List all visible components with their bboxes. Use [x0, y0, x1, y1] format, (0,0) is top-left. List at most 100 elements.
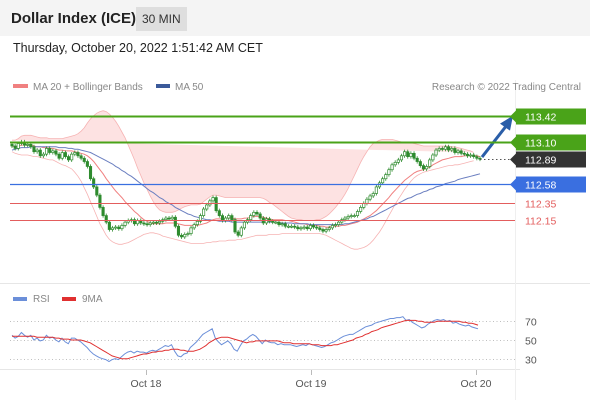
- credit-text: Research © 2022 Trading Central: [432, 82, 581, 93]
- candle-body: [107, 221, 111, 230]
- candle-body: [13, 145, 17, 149]
- level-label: 112.35: [525, 199, 556, 211]
- rsi-tick-label: 50: [525, 336, 537, 348]
- rsi-plot: 30 50 70: [10, 316, 537, 367]
- candle-body: [447, 146, 451, 151]
- candle-body: [35, 149, 39, 153]
- level-label-pointer: [510, 178, 516, 191]
- candle-body: [186, 233, 190, 235]
- candle: [359, 205, 363, 214]
- candle: [85, 159, 89, 169]
- candle-body: [151, 221, 155, 224]
- candle: [421, 163, 426, 171]
- candle: [396, 157, 400, 165]
- candle-body: [434, 149, 438, 156]
- rsi-tick-label: 30: [525, 355, 537, 367]
- timeframe-badge[interactable]: 30 MIN: [136, 7, 187, 31]
- candle-body: [381, 178, 385, 184]
- candle: [399, 153, 404, 162]
- candle: [346, 214, 350, 221]
- candle: [450, 146, 454, 153]
- candle-body: [41, 153, 45, 157]
- candle: [447, 144, 451, 153]
- candle-body: [88, 166, 93, 180]
- candle-body: [217, 210, 221, 216]
- candle: [475, 154, 479, 161]
- level-label: 112.89: [525, 155, 556, 167]
- candle-body: [183, 234, 187, 238]
- candle-body: [453, 148, 457, 153]
- candle-body: [368, 195, 372, 200]
- candle-body: [321, 229, 325, 232]
- level-label-pointer: [510, 136, 516, 149]
- candle: [32, 144, 36, 154]
- ma9-swatch: [62, 297, 76, 301]
- candle-body: [76, 152, 80, 157]
- candle-body: [355, 211, 360, 216]
- candle: [60, 150, 64, 161]
- legend-ma20: MA 20 + Bollinger Bands: [13, 82, 143, 93]
- legend-ma50: MA 50: [156, 82, 204, 93]
- candle-body: [258, 213, 262, 219]
- candle-body: [148, 222, 152, 225]
- candle: [54, 148, 58, 157]
- candle-body: [440, 148, 444, 150]
- candle-body: [10, 143, 14, 147]
- candle-body: [289, 225, 294, 228]
- candle-body: [465, 153, 469, 157]
- candle-body: [120, 225, 124, 230]
- candle: [255, 210, 259, 217]
- candle: [368, 193, 372, 202]
- candle-body: [242, 221, 246, 229]
- ma20-swatch: [13, 84, 28, 88]
- candle: [176, 224, 181, 238]
- candle: [38, 148, 42, 158]
- candle-body: [95, 186, 99, 196]
- candle-body: [462, 152, 466, 155]
- ma20-legend-label: MA 20 + Bollinger Bands: [33, 82, 143, 93]
- candle-body: [418, 161, 422, 166]
- candle-body: [277, 221, 281, 225]
- candle: [280, 221, 284, 227]
- candle-body: [421, 165, 426, 170]
- candle: [45, 146, 49, 157]
- candle: [390, 162, 394, 172]
- candle-body: [318, 227, 322, 230]
- candle-body: [443, 146, 447, 150]
- candle: [192, 222, 196, 230]
- candle-body: [63, 152, 67, 157]
- candle: [120, 223, 124, 231]
- candle-body: [51, 150, 55, 153]
- candle: [403, 149, 407, 158]
- candle: [170, 215, 174, 221]
- candle-body: [110, 227, 115, 230]
- candle: [469, 152, 473, 158]
- candle: [415, 156, 419, 164]
- candle-body: [82, 157, 86, 162]
- candle-body: [327, 227, 331, 230]
- candle: [101, 205, 105, 218]
- candle-body: [132, 219, 137, 225]
- candle: [145, 221, 149, 227]
- candle: [330, 223, 334, 230]
- candle: [95, 184, 99, 198]
- candle-body: [57, 153, 61, 159]
- candle-body: [255, 211, 259, 215]
- candle: [79, 153, 83, 161]
- candle-body: [365, 198, 369, 204]
- candle: [132, 217, 137, 226]
- candle-body: [29, 143, 33, 148]
- candle-body: [396, 159, 400, 163]
- candle-body: [390, 164, 394, 171]
- candle-body: [406, 151, 410, 157]
- candle: [387, 167, 391, 177]
- candle: [198, 213, 203, 224]
- candle-body: [214, 197, 218, 212]
- level-support: 112.35: [10, 199, 556, 211]
- candle-body: [374, 186, 378, 194]
- candle-body: [32, 146, 36, 153]
- candle-body: [101, 207, 105, 216]
- candle: [98, 193, 102, 210]
- ma20-line: [11, 144, 481, 228]
- candle-body: [280, 223, 284, 226]
